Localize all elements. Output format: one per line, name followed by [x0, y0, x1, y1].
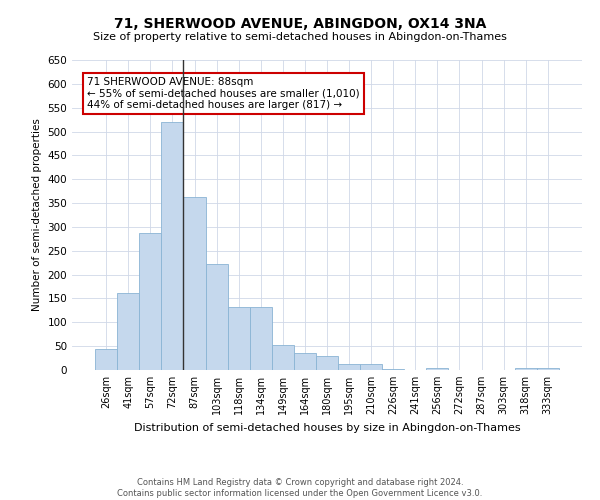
Bar [294, 354, 316, 370]
Bar [227, 306, 250, 370]
X-axis label: Distribution of semi-detached houses by size in Abingdon-on-Thames: Distribution of semi-detached houses by … [134, 422, 520, 432]
Text: 71, SHERWOOD AVENUE, ABINGDON, OX14 3NA: 71, SHERWOOD AVENUE, ABINGDON, OX14 3NA [114, 18, 486, 32]
Text: 71 SHERWOOD AVENUE: 88sqm
← 55% of semi-detached houses are smaller (1,010)
44% : 71 SHERWOOD AVENUE: 88sqm ← 55% of semi-… [88, 77, 360, 110]
Bar [139, 233, 161, 370]
Bar [95, 348, 117, 370]
Bar [360, 364, 382, 370]
Bar [117, 292, 139, 370]
Bar [338, 364, 360, 370]
Y-axis label: Number of semi-detached properties: Number of semi-detached properties [32, 118, 42, 312]
Bar [250, 306, 272, 370]
Bar [316, 356, 338, 370]
Bar [184, 198, 206, 370]
Bar [427, 368, 448, 370]
Bar [382, 368, 404, 370]
Bar [537, 368, 559, 370]
Bar [272, 345, 294, 370]
Bar [206, 264, 227, 370]
Text: Size of property relative to semi-detached houses in Abingdon-on-Thames: Size of property relative to semi-detach… [93, 32, 507, 42]
Bar [515, 368, 537, 370]
Bar [161, 122, 184, 370]
Text: Contains HM Land Registry data © Crown copyright and database right 2024.
Contai: Contains HM Land Registry data © Crown c… [118, 478, 482, 498]
